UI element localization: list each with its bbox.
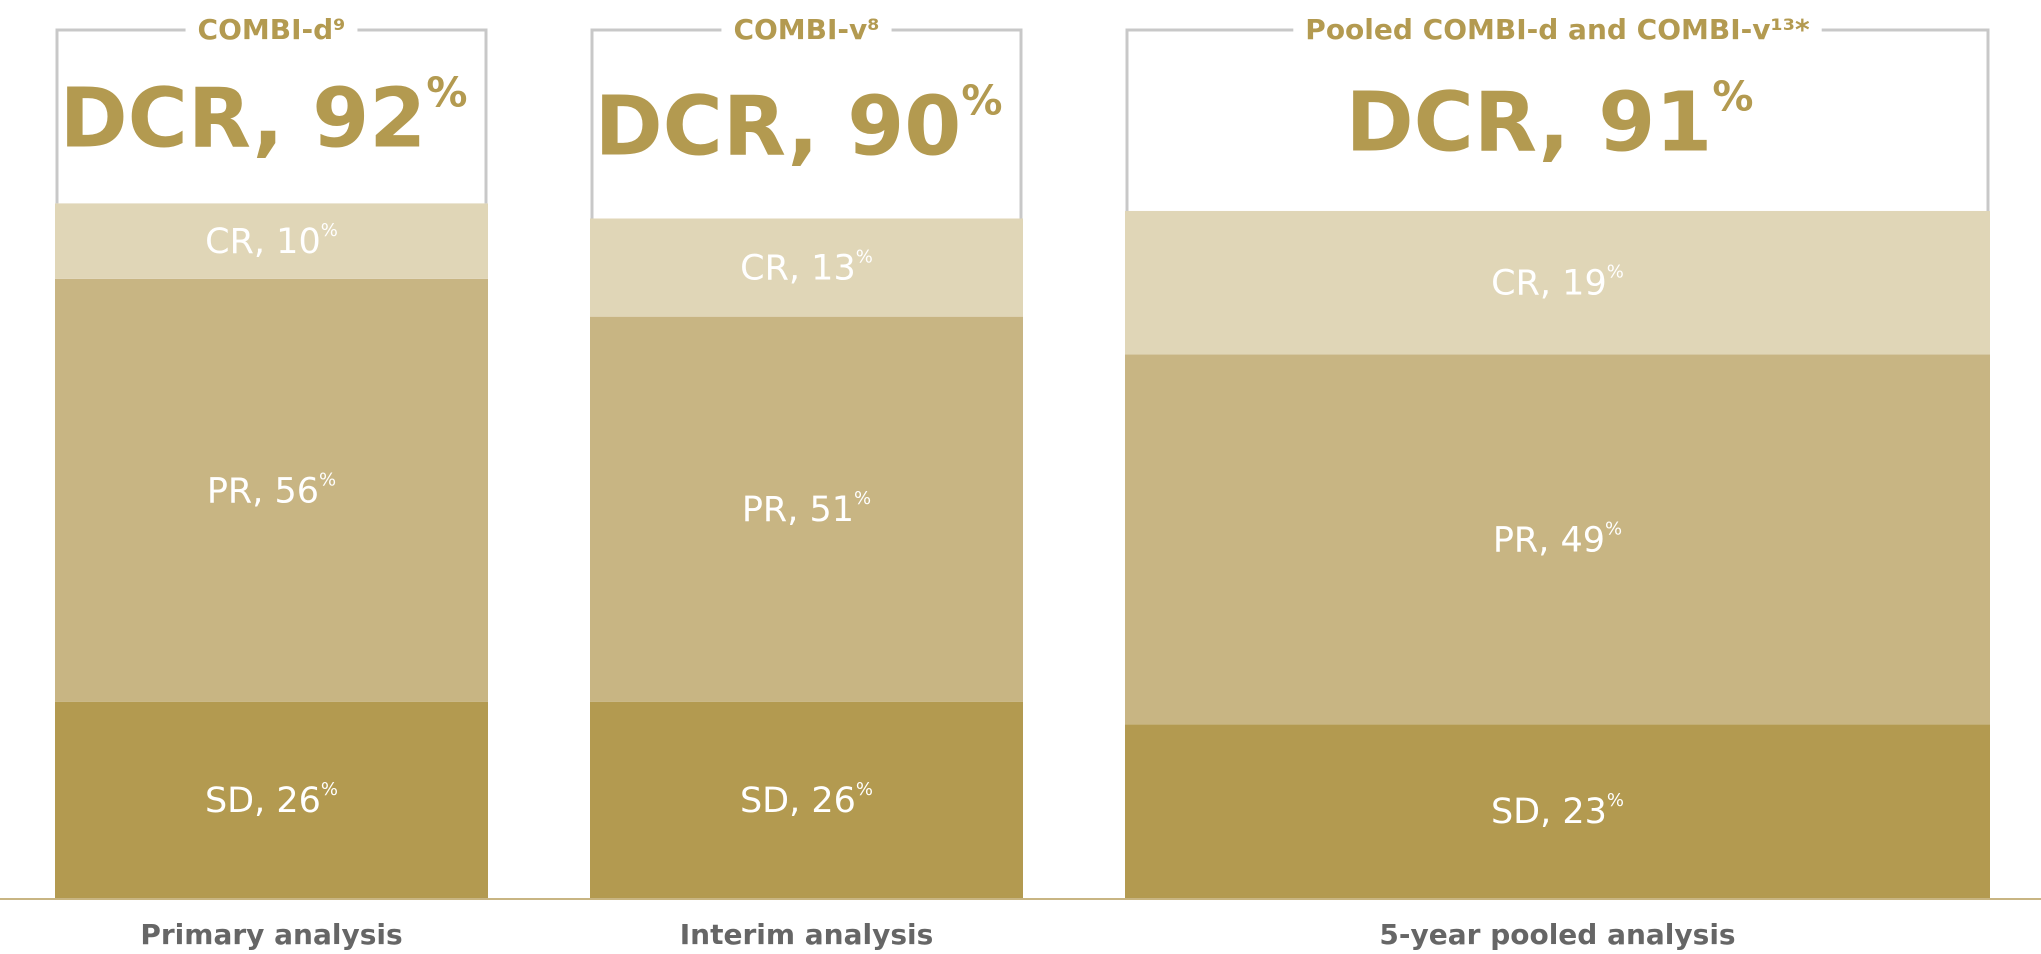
group-header: COMBI-d⁹	[198, 13, 346, 46]
dcr-label: DCR, 92%	[60, 69, 468, 167]
group-header: Pooled COMBI-d and COMBI-v¹³*	[1305, 13, 1810, 46]
header-gap	[721, 12, 892, 48]
value-label: CR, 19%	[1491, 262, 1624, 304]
x-tick-label: 5-year pooled analysis	[1379, 918, 1735, 951]
value-label: PR, 56%	[207, 469, 336, 511]
value-label: CR, 13%	[740, 247, 873, 289]
group-header: COMBI-v⁸	[733, 13, 879, 46]
value-label: SD, 23%	[1491, 790, 1624, 832]
bar-segment	[55, 203, 488, 279]
dcr-label: DCR, 90%	[595, 76, 1003, 174]
header-gap	[185, 12, 358, 48]
bar-segment	[590, 218, 1023, 317]
header-gap	[1293, 12, 1822, 48]
bar-segment	[1125, 210, 1990, 355]
value-label: SD, 26%	[740, 779, 873, 821]
bar-segment	[590, 701, 1023, 898]
bar-segment	[55, 278, 488, 702]
bar-segment	[1125, 354, 1990, 725]
x-tick-label: Interim analysis	[680, 918, 934, 951]
bar-segment	[55, 701, 488, 898]
x-tick-label: Primary analysis	[140, 918, 402, 951]
bar-segment	[1125, 724, 1990, 898]
value-label: CR, 10%	[205, 220, 338, 262]
value-label: PR, 49%	[1493, 518, 1622, 560]
value-label: SD, 26%	[205, 779, 338, 821]
value-label: PR, 51%	[742, 488, 871, 530]
bar-segment	[590, 316, 1023, 702]
dcr-label: DCR, 91%	[1346, 72, 1754, 170]
